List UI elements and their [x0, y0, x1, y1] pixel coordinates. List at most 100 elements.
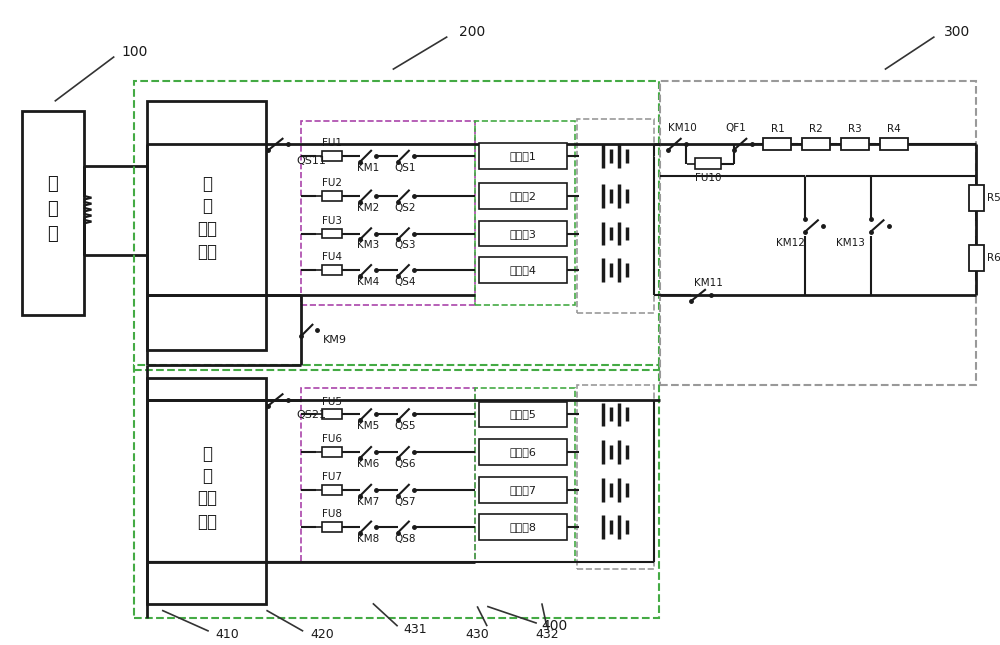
Text: FU8: FU8 [322, 509, 342, 519]
Text: R2: R2 [809, 124, 823, 134]
Bar [577, 384, 654, 568]
Text: FU3: FU3 [322, 215, 342, 226]
Bar [322, 228, 342, 239]
Bar [147, 378, 266, 604]
Text: 充电轨4: 充电轨4 [509, 265, 536, 275]
Text: 器: 器 [47, 224, 58, 243]
Text: QS11: QS11 [296, 156, 326, 166]
Text: 300: 300 [944, 25, 971, 39]
Text: KM12: KM12 [776, 239, 805, 248]
Text: QS5: QS5 [395, 421, 416, 432]
Bar [475, 388, 575, 562]
Text: QS4: QS4 [395, 277, 416, 287]
Text: 充电轨3: 充电轨3 [509, 228, 536, 239]
Bar [322, 410, 342, 419]
Text: KM8: KM8 [357, 533, 379, 544]
Bar [479, 402, 567, 428]
Text: FU1: FU1 [322, 138, 342, 148]
Text: 431: 431 [404, 622, 427, 636]
Text: 电路: 电路 [197, 243, 217, 261]
Bar [147, 101, 266, 350]
Bar [22, 111, 84, 315]
Text: KM10: KM10 [668, 123, 697, 133]
Bar [695, 159, 721, 170]
Text: 二: 二 [202, 467, 212, 485]
Text: FU6: FU6 [322, 434, 342, 444]
Text: R4: R4 [887, 124, 901, 134]
Text: 压: 压 [47, 200, 58, 217]
Text: R6: R6 [987, 253, 1000, 263]
Text: QS1: QS1 [395, 163, 416, 173]
Text: 第: 第 [202, 445, 212, 463]
Text: 充电轨5: 充电轨5 [509, 410, 536, 419]
Text: KM11: KM11 [694, 278, 723, 288]
Text: 432: 432 [535, 628, 559, 640]
Text: 充电: 充电 [197, 219, 217, 237]
Text: FU4: FU4 [322, 252, 342, 263]
Text: 200: 200 [459, 25, 486, 39]
Text: KM7: KM7 [357, 497, 379, 507]
Text: QS3: QS3 [395, 241, 416, 250]
Text: KM6: KM6 [357, 459, 379, 469]
Bar [479, 143, 567, 169]
Bar [479, 514, 567, 540]
Bar [479, 257, 567, 283]
Text: KM1: KM1 [357, 163, 379, 173]
Bar [969, 185, 984, 211]
Bar [660, 81, 976, 384]
Text: KM3: KM3 [357, 241, 379, 250]
Text: R5: R5 [987, 193, 1000, 203]
Text: 电路: 电路 [197, 513, 217, 531]
Text: QS6: QS6 [395, 459, 416, 469]
Text: 一: 一 [202, 197, 212, 215]
Text: 充电: 充电 [197, 489, 217, 507]
Bar [479, 439, 567, 465]
Text: 充电轨1: 充电轨1 [509, 151, 536, 161]
Text: KM2: KM2 [357, 203, 379, 213]
Bar [322, 191, 342, 201]
Text: R3: R3 [848, 124, 862, 134]
Text: KM5: KM5 [357, 421, 379, 432]
Text: FU5: FU5 [322, 397, 342, 406]
Text: QS21: QS21 [296, 410, 326, 421]
Bar [577, 119, 654, 313]
Bar [134, 365, 659, 619]
Bar [969, 245, 984, 271]
Bar [475, 121, 575, 305]
Bar [322, 151, 342, 161]
Text: 430: 430 [465, 628, 489, 640]
Text: R1: R1 [771, 124, 784, 134]
Text: QS7: QS7 [395, 497, 416, 507]
Text: FU10: FU10 [695, 173, 721, 183]
Text: KM13: KM13 [836, 239, 864, 248]
Bar [134, 81, 659, 370]
Bar [802, 138, 830, 150]
Bar [763, 138, 791, 150]
Text: 充电轨8: 充电轨8 [509, 522, 536, 531]
Bar [479, 183, 567, 209]
Bar [479, 477, 567, 503]
Text: 410: 410 [216, 628, 239, 640]
Bar [841, 138, 869, 150]
Bar [880, 138, 908, 150]
Text: 充电轨7: 充电轨7 [509, 485, 536, 495]
Text: KM4: KM4 [357, 277, 379, 287]
Text: QS8: QS8 [395, 533, 416, 544]
Text: 400: 400 [542, 619, 568, 633]
Bar [322, 447, 342, 457]
Text: 充电轨6: 充电轨6 [509, 447, 536, 457]
Text: 第: 第 [202, 175, 212, 193]
Bar [301, 121, 475, 305]
Text: 变: 变 [47, 175, 58, 193]
Bar [322, 265, 342, 275]
Text: 100: 100 [121, 45, 148, 59]
Bar [479, 221, 567, 246]
Text: 420: 420 [310, 628, 334, 640]
Bar [322, 522, 342, 531]
Text: FU2: FU2 [322, 178, 342, 188]
Bar [322, 485, 342, 495]
Text: 充电轨2: 充电轨2 [509, 191, 536, 201]
Text: QF1: QF1 [725, 123, 746, 133]
Text: FU7: FU7 [322, 472, 342, 482]
Text: QS2: QS2 [395, 203, 416, 213]
